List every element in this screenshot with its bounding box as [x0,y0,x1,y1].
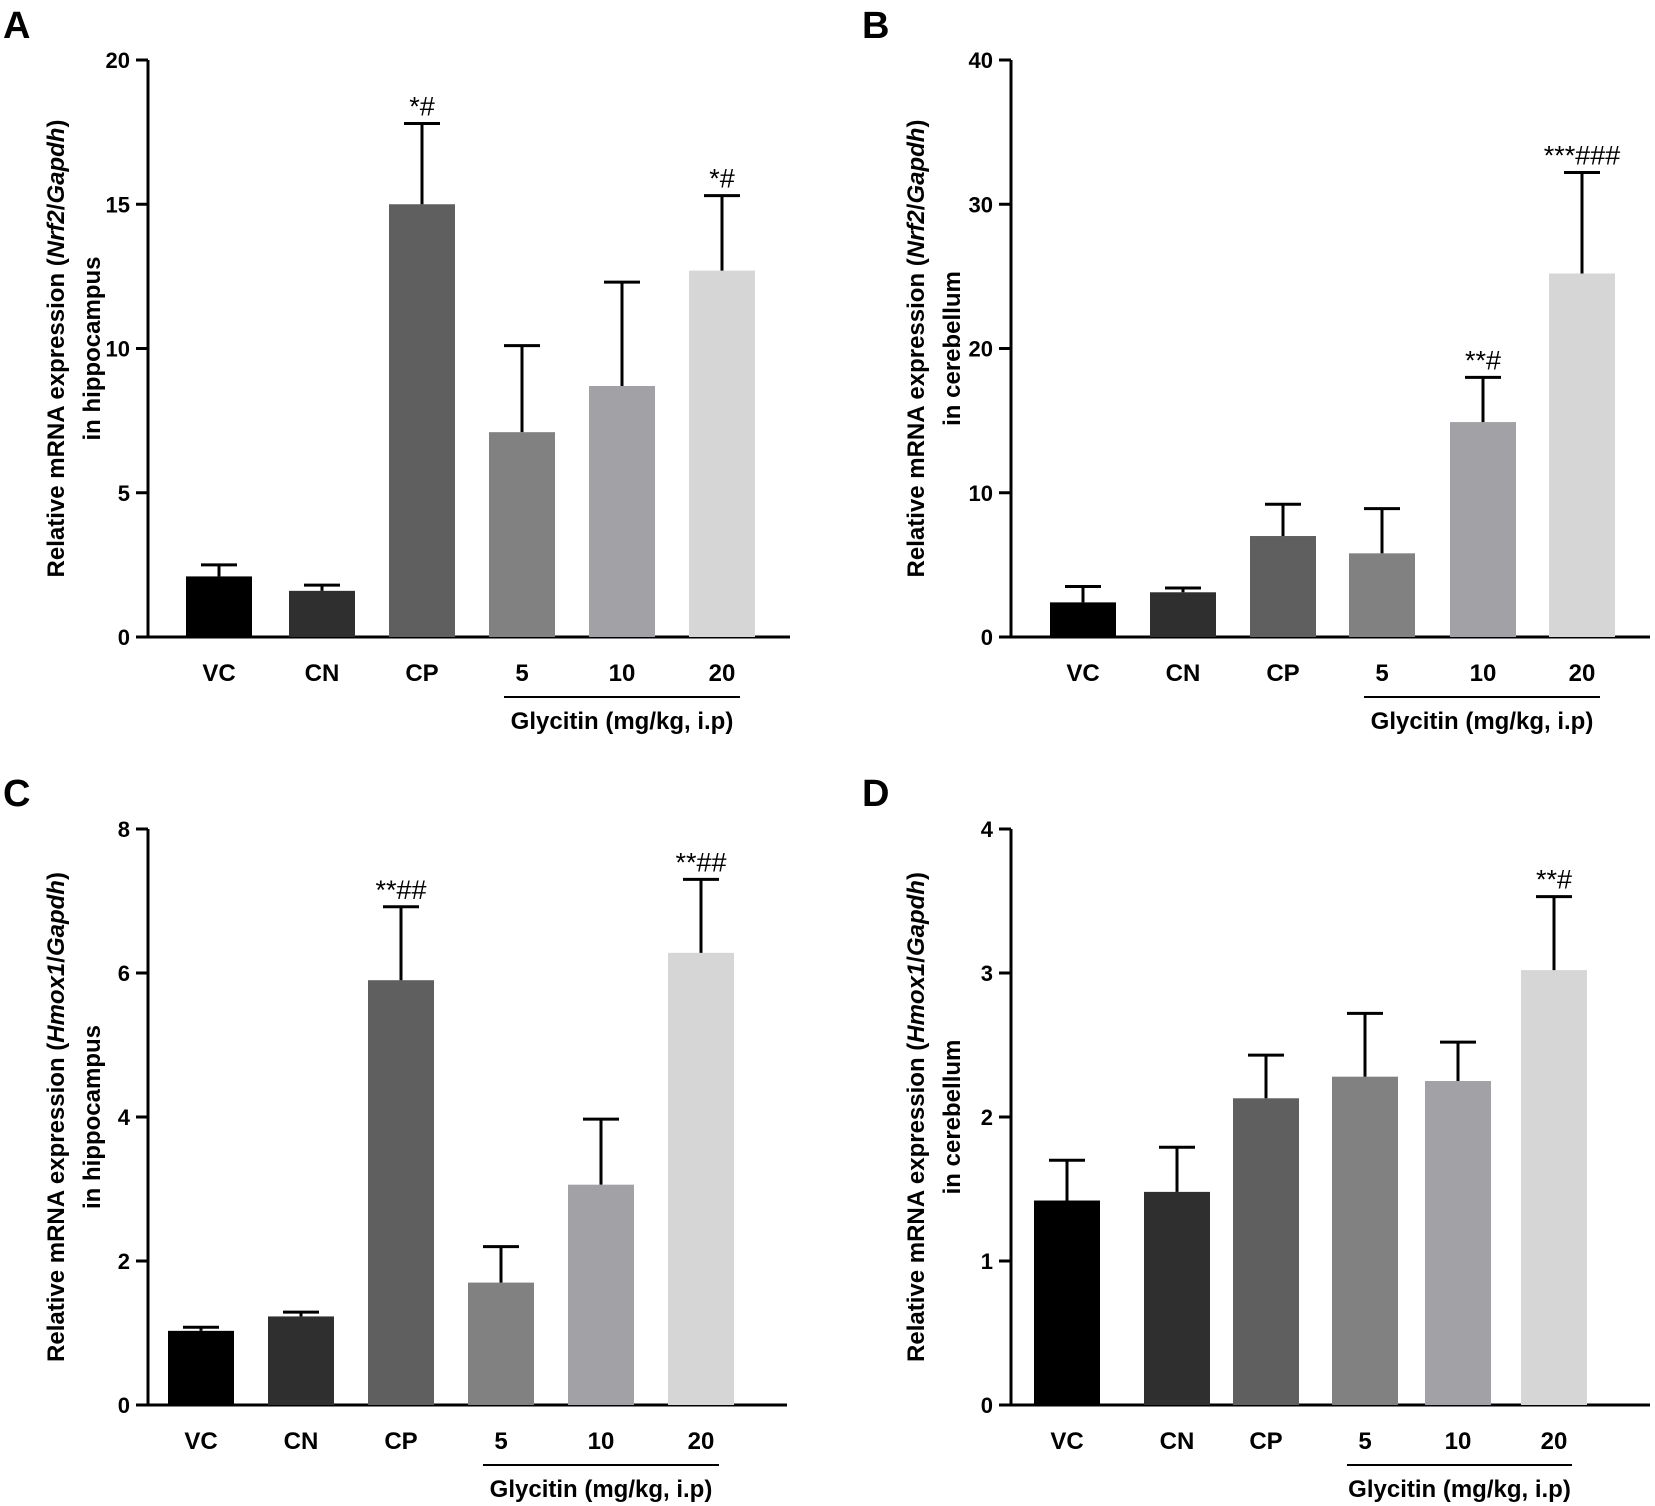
y-tick-label: 0 [981,1393,993,1418]
x-tick-label: 20 [709,660,736,687]
x-tick-label: CN [1166,660,1201,687]
y-tick-label: 30 [969,192,993,217]
group-label: Glycitin (mg/kg, i.p) [1348,1476,1571,1503]
panel-c: C 0 2 4 6 8 VC CN **## CP 5 10 **## 20 Glycitin (mg/kg… [3,773,787,1503]
x-tick-label: 10 [1470,660,1497,687]
y-tick-label: 0 [981,625,993,650]
bar-5 [1349,553,1415,637]
x-tick-label: 20 [1569,660,1596,687]
significance-label: *# [409,91,435,121]
panel-b: B 0 10 20 30 40 VC CN CP 5 **# 10 ***### 20 Glycitin (… [862,5,1650,735]
bar-cp [1250,536,1316,637]
x-tick-label: VC [184,1428,217,1455]
y-axis-label-line2: in cerebellum [939,1040,966,1195]
significance-label: **# [1465,345,1501,375]
x-tick-label: CN [1160,1428,1195,1455]
x-tick-label: CN [305,660,340,687]
panel-letter: A [3,5,30,47]
panel-letter: B [862,5,889,47]
x-tick-label: VC [1050,1428,1083,1455]
significance-label: **## [375,875,426,905]
bar-cn [1150,592,1216,637]
y-axis-label-line1: Relative mRNA expression (Hmox1/Gapdh) [903,872,930,1362]
y-axis-label-line2: in cerebellum [939,271,966,426]
y-axis-label-line2: in hippocampus [79,256,106,440]
y-tick-label: 20 [969,337,993,362]
y-tick-label: 0 [118,1393,130,1418]
bar-vc [1050,602,1116,637]
significance-label: **## [675,847,726,877]
x-tick-label: 20 [1541,1428,1568,1455]
y-axis-label-line1: Relative mRNA expression (Nrf2/Gapdh) [903,120,930,578]
bar-cn [1144,1191,1210,1405]
panel-a: A 0 5 10 15 20 VC CN *# CP 5 10 *# 20 Glycitin (mg/kg,… [3,5,790,735]
y-axis-label-line1: Relative mRNA expression (Hmox1/Gapdh) [43,872,70,1362]
y-tick-label: 4 [118,1105,131,1130]
bar-20 [1521,970,1587,1405]
y-tick-label: 15 [106,192,130,217]
bar-5 [489,432,555,637]
y-tick-label: 10 [969,481,993,506]
y-tick-label: 20 [106,48,130,73]
bar-cn [268,1316,334,1405]
bar-cp [368,980,434,1405]
y-tick-label: 6 [118,961,130,986]
panel-d: D 0 1 2 3 4 VC CN CP 5 10 **# 20 Glycitin (mg/kg, i.p… [862,773,1650,1503]
x-tick-label: 10 [609,660,636,687]
x-tick-label: VC [1066,660,1099,687]
panel-letter: C [3,773,30,815]
x-tick-label: CP [1266,660,1299,687]
y-axis-label-line2: in hippocampus [79,1025,106,1209]
x-tick-label: CP [1249,1428,1282,1455]
y-tick-label: 1 [981,1249,993,1274]
x-tick-label: CP [405,660,438,687]
bar-10 [1450,422,1516,637]
x-tick-label: VC [202,660,235,687]
bar-20 [1549,273,1615,637]
y-tick-label: 4 [981,817,994,842]
x-tick-label: 5 [1375,660,1388,687]
group-label: Glycitin (mg/kg, i.p) [490,1476,713,1503]
x-tick-label: 10 [588,1428,615,1455]
bar-20 [668,952,734,1405]
y-axis-label-line1: Relative mRNA expression (Nrf2/Gapdh) [43,120,70,578]
bar-vc [168,1330,234,1405]
group-label: Glycitin (mg/kg, i.p) [511,708,734,735]
bar-cp [389,204,455,637]
y-tick-label: 0 [118,625,130,650]
bar-5 [1332,1076,1398,1405]
x-tick-label: CP [384,1428,417,1455]
bar-5 [468,1282,534,1405]
bar-10 [568,1184,634,1405]
y-tick-label: 8 [118,817,130,842]
bar-vc [1034,1200,1100,1405]
significance-label: **# [1536,865,1572,895]
panel-letter: D [862,773,889,815]
y-tick-label: 3 [981,961,993,986]
x-tick-label: 20 [688,1428,715,1455]
group-label: Glycitin (mg/kg, i.p) [1371,708,1594,735]
significance-label: ***### [1544,141,1621,171]
bar-cn [289,590,355,637]
significance-label: *# [709,164,735,194]
x-tick-label: 5 [515,660,528,687]
y-tick-label: 5 [118,481,130,506]
bar-10 [589,386,655,637]
x-tick-label: CN [284,1428,319,1455]
bar-10 [1425,1081,1491,1405]
y-tick-label: 40 [969,48,993,73]
y-tick-label: 2 [981,1105,993,1130]
y-tick-label: 2 [118,1249,130,1274]
x-tick-label: 5 [494,1428,507,1455]
x-tick-label: 10 [1445,1428,1472,1455]
bar-vc [186,576,252,637]
x-tick-label: 5 [1358,1428,1371,1455]
y-tick-label: 10 [106,337,130,362]
bar-cp [1233,1098,1299,1405]
bar-20 [689,270,755,637]
